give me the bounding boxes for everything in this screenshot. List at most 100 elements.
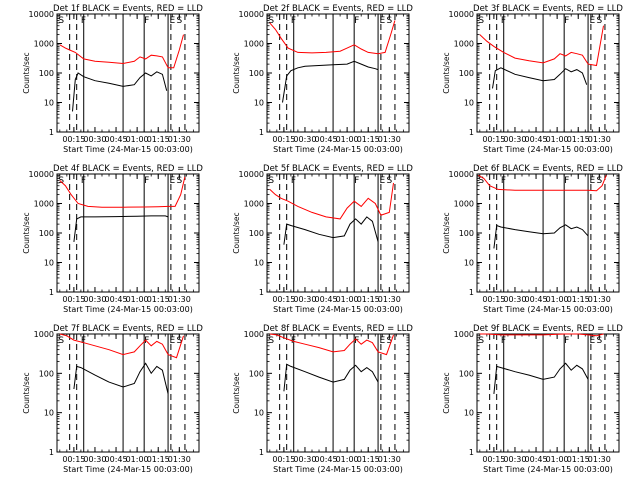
x-tick-label: 00:30 [293, 295, 316, 304]
x-tick-label: 01:15 [147, 295, 170, 304]
x-tick-label: 00:45 [105, 135, 128, 144]
y-tick-label: 1 [259, 128, 264, 137]
series-lld-line [479, 25, 604, 67]
chart-title: Det 1f BLACK = Events, RED = LLD [53, 4, 203, 14]
x-tick-label: 01:15 [567, 295, 590, 304]
x-tick-label: 00:15 [62, 295, 85, 304]
segment-marker-e: E [589, 176, 595, 186]
segment-marker-f: F [144, 16, 149, 26]
y-tick-label: 1000 [454, 40, 474, 49]
y-tick-label: 10 [464, 409, 474, 418]
segment-marker-f: F [354, 16, 359, 26]
y-tick-label: 1 [49, 448, 54, 457]
x-tick-label: 00:45 [105, 455, 128, 464]
y-tick-label: 1000 [244, 200, 264, 209]
x-tick-label: 01:15 [147, 455, 170, 464]
y-axis-label: Counts/sec [442, 372, 451, 413]
segment-marker-s: S [597, 16, 603, 26]
y-tick-label: 10000 [239, 170, 264, 179]
y-tick-label: 1000 [34, 40, 54, 49]
segment-marker-s: S [478, 176, 484, 186]
segment-marker-e: E [169, 176, 175, 186]
segment-marker-s: S [597, 176, 603, 186]
segment-marker-f: F [144, 176, 149, 186]
segment-marker-s: S [597, 336, 603, 346]
series-events-line [283, 216, 379, 245]
x-tick-label: 01:30 [168, 135, 191, 144]
series-events-line [73, 362, 169, 395]
y-tick-label: 1000 [454, 200, 474, 209]
x-tick-label: 01:30 [168, 455, 191, 464]
series-lld-line [269, 182, 394, 220]
x-tick-label: 01:00 [336, 295, 359, 304]
y-tick-label: 1 [49, 128, 54, 137]
y-tick-label: 100 [39, 369, 54, 378]
x-axis-label: Start Time (24-Mar-15 00:03:00) [63, 145, 193, 154]
x-tick-label: 00:30 [503, 455, 526, 464]
segment-marker-f: F [501, 336, 506, 346]
plot-frame [266, 173, 410, 293]
x-tick-label: 01:30 [378, 135, 401, 144]
segment-marker-f: F [564, 336, 569, 346]
y-axis-label: Counts/sec [232, 212, 241, 253]
x-tick-label: 00:15 [62, 135, 85, 144]
chart-title: Det 6f BLACK = Events, RED = LLD [473, 164, 623, 174]
y-tick-label: 10 [44, 99, 54, 108]
segment-marker-e: E [379, 16, 385, 26]
x-tick-label: 00:15 [272, 135, 295, 144]
y-tick-label: 1000 [454, 330, 474, 339]
y-tick-label: 100 [459, 369, 474, 378]
segment-marker-e: E [379, 336, 385, 346]
y-tick-label: 10 [254, 99, 264, 108]
segment-marker-f: F [291, 16, 296, 26]
series-events-line [73, 215, 169, 242]
y-tick-label: 1 [469, 288, 474, 297]
chart-title: Det 9f BLACK = Events, RED = LLD [473, 324, 623, 334]
segment-marker-e: E [169, 16, 175, 26]
segment-marker-s: S [387, 16, 393, 26]
x-axis-label: Start Time (24-Mar-15 00:03:00) [273, 145, 403, 154]
segment-marker-s: S [387, 176, 393, 186]
series-events-line [72, 71, 168, 112]
panel-1: Det 1f BLACK = Events, RED = LLD 1 10 100 10… [22, 4, 203, 154]
series-lld-line [59, 176, 186, 208]
x-axis-label: Start Time (24-Mar-15 00:03:00) [483, 465, 613, 474]
series-events-line [493, 224, 589, 249]
chart-title: Det 3f BLACK = Events, RED = LLD [473, 4, 623, 14]
x-tick-label: 00:45 [525, 455, 548, 464]
series-events-line [283, 363, 379, 392]
y-tick-label: 100 [459, 229, 474, 238]
segment-marker-e: E [589, 16, 595, 26]
segment-marker-f: F [81, 16, 86, 26]
x-axis-label: Start Time (24-Mar-15 00:03:00) [63, 305, 193, 314]
x-tick-label: 01:00 [336, 455, 359, 464]
chart-title: Det 2f BLACK = Events, RED = LLD [263, 4, 413, 14]
x-tick-label: 01:30 [588, 135, 611, 144]
x-tick-label: 01:00 [126, 295, 149, 304]
series-lld-line [269, 333, 394, 356]
x-axis-label: Start Time (24-Mar-15 00:03:00) [483, 305, 613, 314]
segment-marker-f: F [354, 336, 359, 346]
y-tick-label: 100 [39, 229, 54, 238]
x-tick-label: 01:15 [567, 455, 590, 464]
series-events-line [493, 362, 589, 394]
segment-marker-s: S [268, 176, 274, 186]
segment-marker-s: S [58, 16, 64, 26]
series-events-line [492, 67, 588, 89]
y-tick-label: 1 [469, 128, 474, 137]
x-tick-label: 00:30 [503, 135, 526, 144]
series-lld-line [59, 34, 184, 69]
x-tick-label: 00:45 [315, 295, 338, 304]
plot-frame [266, 333, 410, 453]
x-tick-label: 00:30 [293, 135, 316, 144]
series-events-line [282, 60, 379, 103]
plot-frame [476, 13, 620, 133]
y-tick-label: 10 [44, 259, 54, 268]
x-tick-label: 01:15 [147, 135, 170, 144]
series-lld-line [269, 20, 396, 55]
x-tick-label: 01:30 [378, 295, 401, 304]
panel-8: Det 8f BLACK = Events, RED = LLD 1 10 100 10… [232, 324, 413, 474]
y-tick-label: 10 [254, 259, 264, 268]
y-tick-label: 10000 [29, 10, 54, 19]
